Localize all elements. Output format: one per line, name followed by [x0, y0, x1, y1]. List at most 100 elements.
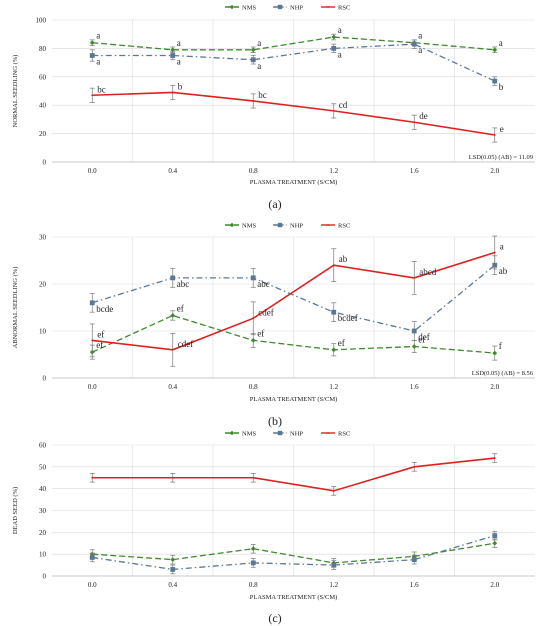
y-tick-label: 0: [43, 573, 47, 581]
data-point: [413, 121, 416, 124]
x-tick-label: 0.8: [249, 383, 258, 391]
significance-letter: a: [257, 38, 261, 48]
legend-item: NHP: [273, 4, 303, 11]
significance-letter: ab: [499, 266, 508, 276]
x-tick-label: 0.0: [88, 383, 97, 391]
y-tick-label: 20: [39, 529, 47, 537]
data-point: [250, 560, 256, 566]
data-point: [89, 300, 95, 306]
marker: [327, 224, 329, 226]
panel-label: (c): [268, 611, 281, 625]
legend-label: NHP: [290, 430, 303, 437]
significance-letter: bc: [258, 90, 267, 100]
x-tick-label: 0.4: [168, 581, 177, 589]
legend-item: NHP: [273, 222, 303, 229]
data-point: [413, 276, 416, 279]
y-tick-label: 0: [43, 159, 47, 167]
x-tick-label: 0.4: [168, 383, 177, 391]
y-tick-label: 100: [36, 17, 47, 25]
y-tick-label: 80: [39, 45, 47, 53]
panel-label: (b): [268, 414, 282, 428]
x-tick-label: 0.0: [88, 581, 97, 589]
data-point: [89, 40, 95, 46]
significance-letter: cdef: [178, 339, 194, 349]
y-tick-label: 40: [39, 485, 47, 493]
panel-label: (a): [268, 197, 281, 211]
marker: [327, 432, 329, 434]
data-point: [89, 555, 95, 560]
data-point: [170, 53, 176, 58]
significance-letter: ef: [418, 335, 425, 345]
series-line: [92, 251, 495, 351]
data-point: [331, 347, 337, 353]
series-nhp: a a aa ab: [89, 39, 504, 92]
data-point: [332, 109, 335, 112]
significance-letter: b: [178, 81, 183, 91]
significance-letter: a: [338, 49, 342, 59]
data-point: [493, 134, 496, 136]
significance-letter: b: [499, 82, 504, 92]
legend-label: NMS: [242, 222, 256, 229]
data-point: [252, 476, 255, 479]
x-tick-label: 1.6: [410, 581, 419, 589]
y-axis-title: ABNORMAL SEEDLING (%): [12, 267, 19, 349]
marker: [229, 430, 235, 436]
data-point: [171, 476, 174, 479]
data-point: [413, 465, 416, 468]
y-tick-label: 0: [43, 375, 47, 383]
marker: [229, 4, 235, 10]
significance-letter: bc: [97, 84, 106, 94]
data-point: [493, 251, 496, 254]
y-tick-label: 60: [39, 73, 47, 81]
data-point: [411, 344, 417, 349]
marker: [277, 222, 283, 228]
data-point: [250, 546, 256, 552]
x-tick-label: 0.8: [249, 167, 258, 175]
legend-label: NMS: [242, 4, 256, 11]
legend-label: NHP: [290, 222, 303, 229]
data-point: [411, 557, 417, 563]
series-nhp: [89, 530, 498, 575]
significance-letter: a: [96, 31, 100, 41]
series-line: [92, 457, 495, 492]
y-tick-label: 60: [39, 442, 47, 450]
data-point: [170, 275, 176, 281]
series-line: [92, 534, 495, 571]
series-nhp: bcde abc abc bcdef def ab: [89, 255, 508, 342]
y-tick-label: 30: [39, 234, 47, 242]
x-tick-label: 1.2: [329, 167, 338, 175]
data-point: [332, 264, 335, 267]
series-rsc: bc b bc cd de e: [89, 81, 504, 143]
series-line: [91, 314, 495, 354]
data-point: [250, 57, 256, 63]
x-tick-label: 0.4: [168, 167, 177, 175]
significance-letter: abcd: [419, 267, 436, 277]
significance-letter: ef: [338, 338, 345, 348]
data-point: [170, 313, 176, 318]
x-tick-label: 1.6: [410, 383, 419, 391]
x-tick-label: 2.0: [490, 167, 499, 175]
data-point: [492, 47, 498, 53]
significance-letter: e: [500, 124, 504, 134]
x-tick-label: 2.0: [490, 581, 499, 589]
y-tick-label: 30: [39, 507, 47, 515]
x-tick-label: 2.0: [490, 383, 499, 391]
x-tick-label: 1.6: [410, 167, 419, 175]
data-point: [91, 476, 94, 479]
y-axis-title: DEAD SEED (%): [12, 487, 19, 534]
marker: [277, 430, 283, 436]
legend-label: RSC: [338, 4, 350, 11]
series-line: [92, 43, 496, 82]
data-point: [250, 338, 256, 343]
y-tick-label: 10: [39, 551, 47, 559]
data-point: [91, 339, 94, 342]
x-axis-title: PLASMA TREATMENT (S/CM): [250, 396, 338, 403]
data-point: [252, 317, 255, 320]
series-rsc: ef cdef cdef ab abcd a: [89, 235, 504, 367]
x-tick-label: 1.2: [329, 581, 338, 589]
data-point: [332, 489, 335, 492]
legend-item: NMS: [225, 4, 256, 11]
legend-label: RSC: [338, 222, 350, 229]
